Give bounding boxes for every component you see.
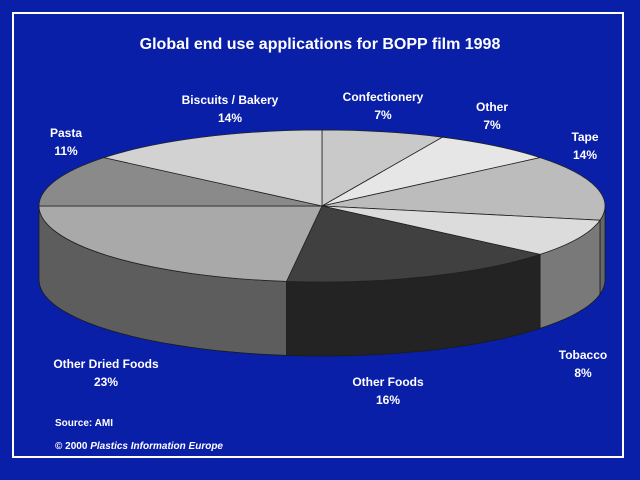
pie-slice-confectionery [321, 129, 444, 207]
pie-slice-biscuits-bakery [102, 129, 323, 207]
label-tape-value: 14% [572, 148, 598, 162]
chart-title: Global end use applications for BOPP fil… [139, 36, 501, 53]
label-other-value: 7% [483, 118, 501, 132]
label-other-name: Other [475, 100, 508, 114]
pie-slice-tape [321, 157, 606, 221]
label-tobacco-value: 8% [574, 366, 592, 380]
label-confectionery: Confectionery 7% [330, 88, 436, 124]
chart-frame [12, 12, 624, 458]
label-other-dried-foods-value: 23% [93, 375, 119, 389]
label-tobacco: Tobacco 8% [548, 346, 618, 382]
label-pasta-name: Pasta [49, 126, 83, 140]
pie-slice-other [321, 136, 542, 207]
label-other-dried-foods: Other Dried Foods 23% [42, 355, 170, 391]
label-other-foods: Other Foods 16% [340, 373, 436, 409]
label-other-foods-name: Other Foods [352, 375, 424, 389]
label-confectionery-name: Confectionery [342, 90, 424, 104]
label-tobacco-name: Tobacco [558, 348, 608, 362]
pie-slice-other-foods [285, 205, 542, 283]
label-tape-name: Tape [571, 130, 599, 144]
label-tape: Tape 14% [555, 128, 615, 164]
copyright-prefix: © 2000 [55, 441, 88, 452]
copyright-note: © 2000 Plastics Information Europe [55, 441, 223, 452]
label-confectionery-value: 7% [374, 108, 392, 122]
label-biscuits-bakery: Biscuits / Bakery 14% [168, 91, 292, 127]
label-other-foods-value: 16% [375, 393, 401, 407]
pie-slice-tobacco [321, 205, 601, 255]
source-note: Source: AMI [55, 418, 113, 429]
label-other-dried-foods-name: Other Dried Foods [53, 357, 159, 371]
pie-slice-pasta [38, 157, 323, 207]
label-pasta-value: 11% [54, 144, 78, 158]
copyright-org: Plastics Information Europe [90, 441, 223, 452]
label-biscuits-bakery-name: Biscuits / Bakery [181, 93, 279, 107]
pie-slice-other-dried-foods [38, 205, 323, 282]
label-other: Other 7% [462, 98, 522, 134]
label-biscuits-bakery-value: 14% [217, 111, 243, 125]
label-pasta: Pasta 11% [40, 124, 92, 160]
